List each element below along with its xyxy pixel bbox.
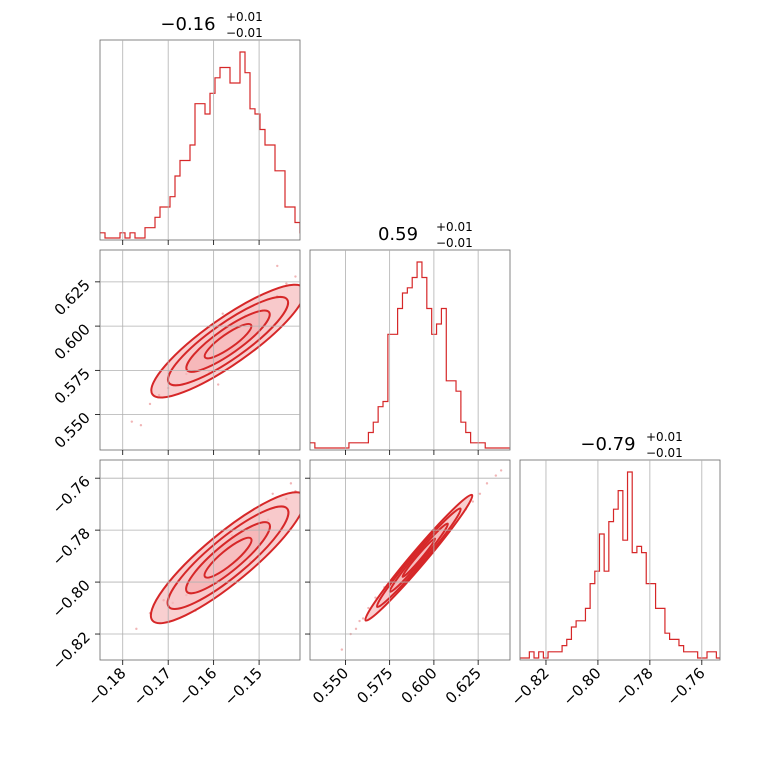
- pair-1-2-x-tick-label: 0.575: [353, 664, 396, 707]
- scatter-point: [135, 627, 138, 631]
- pair-1-2-x-tick-label: 0.625: [442, 664, 485, 707]
- panel-frame: [519, 459, 721, 661]
- histogram-2-x-tick-label: −0.80: [560, 664, 605, 709]
- pair-0-2-y-tick-label: −0.82: [49, 628, 94, 673]
- density-contour: [401, 537, 437, 578]
- pair-0-1-y-tick-label: 0.575: [51, 364, 94, 407]
- scatter-point: [139, 424, 143, 427]
- pair-0-1-y-tick-label: 0.600: [51, 320, 94, 363]
- scatter-point: [340, 648, 344, 651]
- pair-0-2-y-tick-label: −0.76: [49, 472, 94, 517]
- pair-0-2-x-tick-label: −0.17: [130, 664, 175, 709]
- pair-panel-0-2: [99, 459, 301, 661]
- scatter-point: [485, 482, 489, 485]
- scatter-point: [471, 500, 475, 503]
- scatter-point: [374, 596, 377, 599]
- pair-1-2-x-tick-label: 0.550: [309, 664, 352, 707]
- histogram-step-line: [310, 261, 510, 449]
- histogram-panel-2: [519, 459, 721, 661]
- pair-0-2-x-tick-label: −0.15: [221, 664, 266, 709]
- scatter-point: [285, 282, 288, 285]
- title-upper-error: +0.01: [226, 10, 263, 24]
- density-contour: [203, 536, 253, 579]
- histogram-2-x-tick-label: −0.82: [508, 664, 553, 709]
- histogram-step-line: [520, 471, 720, 659]
- scatter-point: [361, 617, 365, 620]
- scatter-point: [271, 492, 274, 495]
- grid: [310, 460, 510, 660]
- grid: [122, 40, 260, 240]
- pair-0-2-x-tick-label: −0.16: [175, 664, 220, 709]
- histogram-title-0: −0.16: [160, 14, 215, 35]
- pair-content: [130, 264, 300, 427]
- histogram-2-x-tick-label: −0.78: [611, 664, 656, 709]
- panel-frame: [309, 459, 511, 661]
- scatter-point: [358, 619, 361, 623]
- title-lower-error: −0.01: [646, 446, 683, 460]
- pair-0-2-y-tick-label: −0.80: [49, 576, 94, 621]
- scatter-point: [221, 312, 224, 315]
- scatter-point: [494, 474, 498, 477]
- pair-panel-0-1: [99, 249, 301, 451]
- scatter-point: [148, 402, 152, 406]
- pair-panel-1-2: [309, 459, 511, 661]
- panel-frame: [99, 39, 301, 241]
- scatter-point: [289, 482, 293, 485]
- histogram-title-1: 0.59: [378, 224, 418, 245]
- title-upper-error: +0.01: [436, 220, 473, 234]
- pair-0-1-y-tick-label: 0.550: [51, 409, 94, 452]
- grid: [344, 250, 479, 450]
- pair-0-2-y-tick-label: −0.78: [49, 524, 94, 569]
- scatter-point: [130, 420, 134, 423]
- scatter-point: [367, 606, 370, 610]
- panel-frame: [309, 249, 511, 451]
- panel-frame: [99, 249, 301, 451]
- histogram-step-line: [100, 51, 300, 239]
- grid: [100, 250, 300, 450]
- pair-1-2-x-tick-label: 0.600: [398, 664, 441, 707]
- title-upper-error: +0.01: [646, 430, 683, 444]
- pair-content: [135, 482, 300, 631]
- histogram-2-x-tick-label: −0.76: [663, 664, 708, 709]
- pair-0-1-y-tick-label: 0.625: [51, 276, 94, 319]
- scatter-point: [478, 492, 482, 495]
- pair-0-2-x-tick-label: −0.18: [84, 664, 129, 709]
- grid: [100, 460, 300, 660]
- title-lower-error: −0.01: [436, 236, 473, 250]
- panel-frame: [99, 459, 301, 661]
- title-lower-error: −0.01: [226, 26, 263, 40]
- histogram-title-2: −0.79: [580, 434, 635, 455]
- scatter-point: [499, 469, 503, 472]
- scatter-point: [216, 383, 220, 386]
- histogram-panel-1: [309, 249, 511, 451]
- grid: [545, 460, 703, 660]
- density-contour: [203, 322, 253, 360]
- histogram-panel-0: [99, 39, 301, 241]
- scatter-point: [276, 264, 279, 268]
- scatter-point: [354, 627, 358, 631]
- scatter-point: [294, 275, 297, 278]
